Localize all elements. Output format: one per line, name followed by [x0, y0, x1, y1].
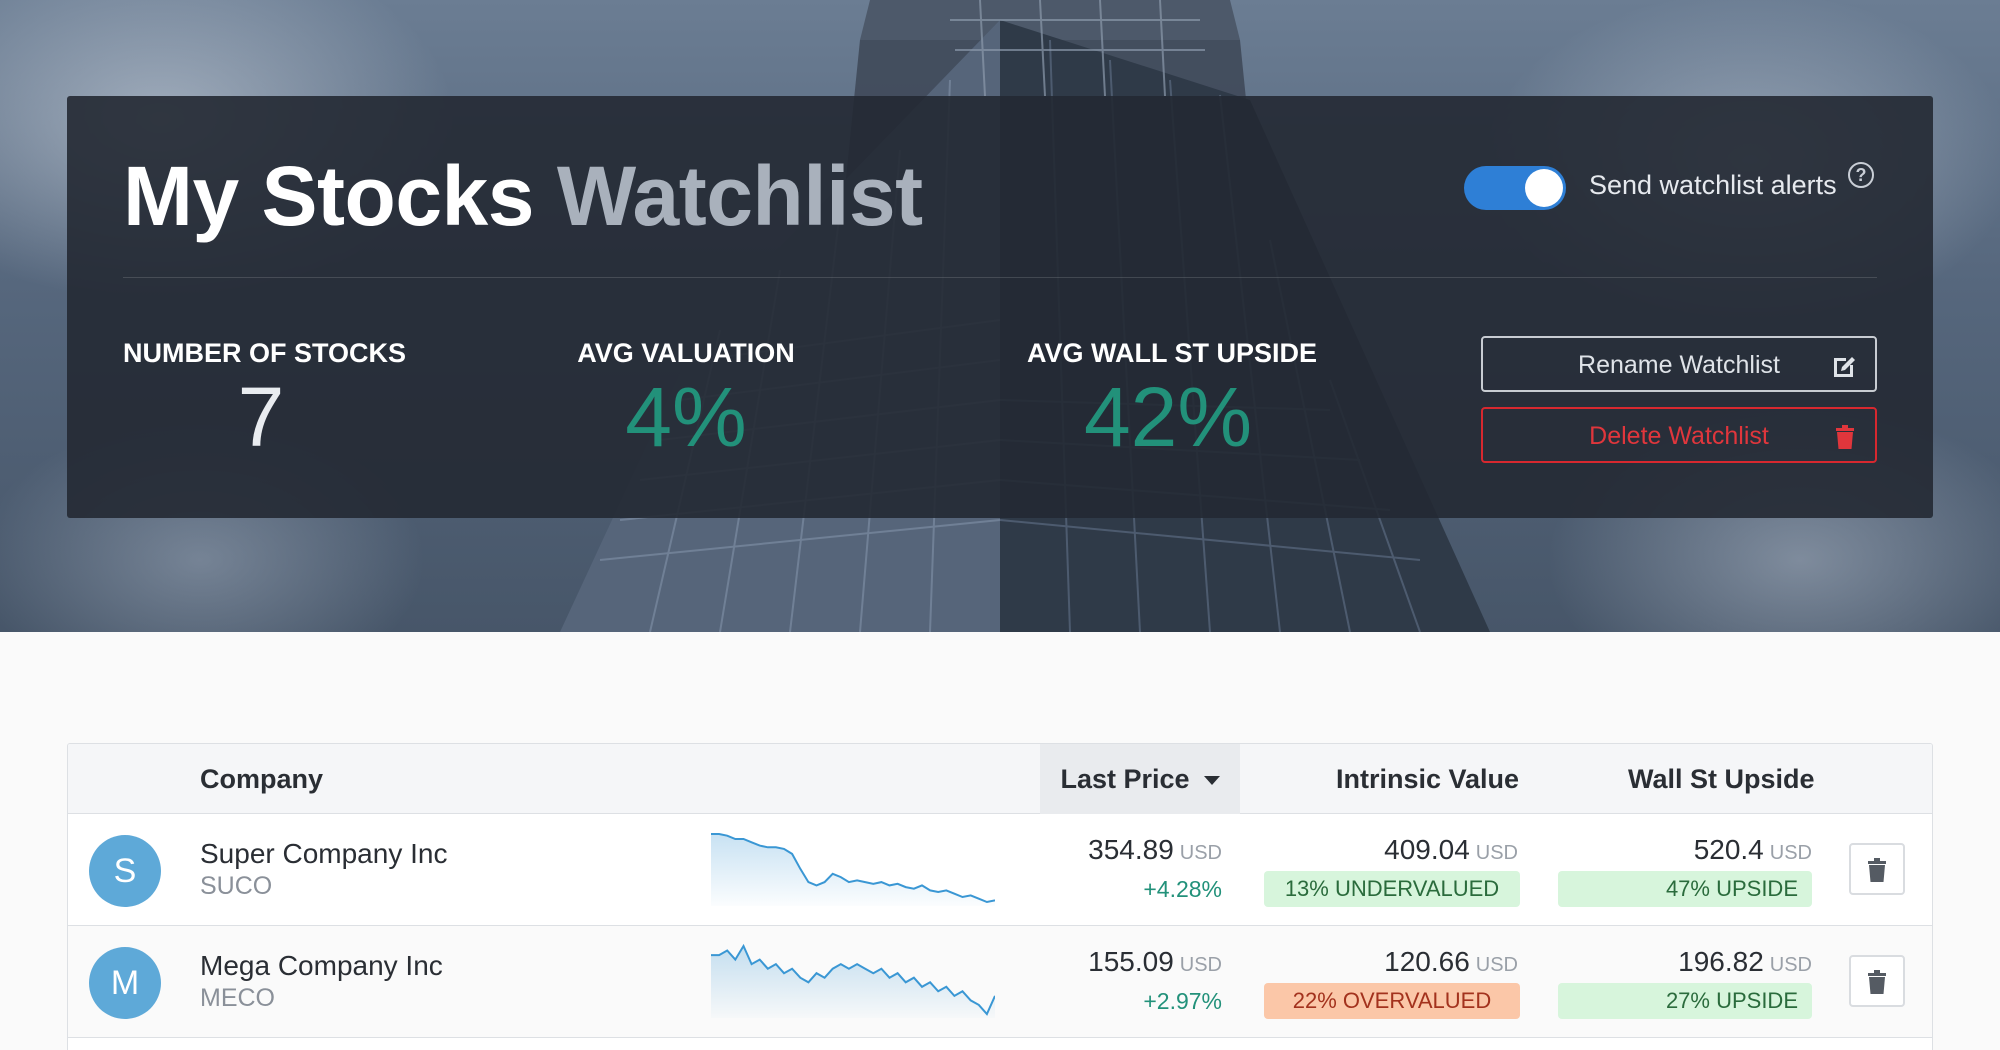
currency: USD	[1475, 954, 1518, 976]
last-price-value: 155.09	[1088, 946, 1174, 977]
table-header: Company Last Price Intrinsic Value Wall …	[68, 744, 1932, 814]
column-header-company[interactable]: Company	[200, 764, 324, 794]
wall-st-target-value: 520.4	[1693, 834, 1764, 865]
upside-badge: 27% UPSIDE	[1558, 983, 1812, 1019]
page-title: My Stocks Watchlist	[123, 148, 923, 245]
sparkline-area	[711, 946, 995, 1018]
stat-number-of-stocks: NUMBER OF STOCKS 7	[123, 338, 407, 464]
company-ticker: MECO	[200, 984, 275, 1012]
divider	[123, 277, 1877, 278]
trash-icon	[1868, 970, 1886, 994]
last-price: 354.89 USD	[1088, 834, 1222, 866]
delete-watchlist-label: Delete Watchlist	[1589, 422, 1769, 450]
alerts-label: Send watchlist alerts	[1589, 170, 1837, 200]
sparkline-line	[711, 833, 995, 904]
avatar: M	[89, 947, 161, 1019]
title-accent: Watchlist	[556, 149, 923, 243]
last-price-value: 354.89	[1088, 834, 1174, 865]
sparkline-line	[711, 943, 995, 1016]
price-change: +4.28%	[1143, 876, 1222, 902]
watchlist-table: Company Last Price Intrinsic Value Wall …	[67, 743, 1933, 1050]
currency: USD	[1179, 954, 1222, 976]
sort-caret-icon	[1203, 776, 1220, 786]
column-header-last-price-label: Last Price	[1060, 764, 1190, 794]
help-icon[interactable]: ?	[1848, 162, 1874, 188]
stat-value: 7	[237, 370, 285, 464]
currency: USD	[1475, 842, 1518, 864]
column-header-intrinsic-value[interactable]: Intrinsic Value	[1336, 764, 1520, 794]
company-ticker: SUCO	[200, 872, 273, 900]
stat-label: AVG VALUATION	[577, 338, 795, 368]
stat-value: 42%	[1083, 370, 1253, 464]
column-header-last-price[interactable]: Last Price	[1040, 744, 1240, 814]
last-price: 155.09 USD	[1088, 946, 1222, 978]
remove-stock-button[interactable]	[1849, 843, 1905, 895]
stat-avg-wall-st-upside: AVG WALL ST UPSIDE 42%	[1027, 338, 1318, 464]
watchlist-summary-panel: My Stocks Watchlist Send watchlist alert…	[67, 96, 1933, 518]
wall-st-target: 520.4 USD	[1694, 834, 1812, 866]
rename-watchlist-label: Rename Watchlist	[1578, 351, 1780, 379]
toggle-knob	[1525, 169, 1563, 207]
stat-label: AVG WALL ST UPSIDE	[1027, 338, 1318, 368]
currency: USD	[1179, 842, 1222, 864]
intrinsic-value: 120.66 USD	[1384, 946, 1518, 978]
title-main: My Stocks	[123, 149, 535, 243]
rename-watchlist-button[interactable]: Rename Watchlist	[1481, 336, 1877, 392]
stat-label: NUMBER OF STOCKS	[123, 338, 407, 368]
price-sparkline	[711, 943, 995, 1018]
edit-icon	[1834, 357, 1855, 377]
company-name[interactable]: Mega Company Inc	[200, 950, 443, 981]
stat-avg-valuation: AVG VALUATION 4%	[575, 338, 797, 459]
valuation-badge: 13% UNDERVALUED	[1264, 871, 1520, 907]
currency: USD	[1769, 842, 1812, 864]
remove-stock-button[interactable]	[1849, 955, 1905, 1007]
upside-badge: 47% UPSIDE	[1558, 871, 1812, 907]
table-row[interactable]: S Super Company Inc SUCO 354.89 USD +4.28…	[68, 814, 1932, 926]
alerts-toggle[interactable]	[1464, 166, 1566, 210]
table-row[interactable]: M Mega Company Inc MECO 155.09 USD +2.97%…	[68, 926, 1932, 1038]
intrinsic-value-amount: 120.66	[1384, 946, 1470, 977]
column-header-wall-st-upside[interactable]: Wall St Upside	[1628, 764, 1815, 794]
wall-st-target: 196.82 USD	[1678, 946, 1812, 978]
sparkline-area	[711, 834, 995, 906]
wall-st-target-value: 196.82	[1678, 946, 1764, 977]
currency: USD	[1769, 954, 1812, 976]
company-name[interactable]: Super Company Inc	[200, 838, 448, 869]
price-sparkline	[711, 833, 995, 906]
intrinsic-value-amount: 409.04	[1384, 834, 1470, 865]
trash-icon	[1836, 425, 1854, 449]
valuation-badge: 22% OVERVALUED	[1264, 983, 1520, 1019]
delete-watchlist-button[interactable]: Delete Watchlist	[1481, 407, 1877, 463]
avatar: S	[89, 835, 161, 907]
stat-value: 4%	[625, 370, 747, 464]
intrinsic-value: 409.04 USD	[1384, 834, 1518, 866]
price-change: +2.97%	[1143, 988, 1222, 1014]
trash-icon	[1868, 858, 1886, 882]
